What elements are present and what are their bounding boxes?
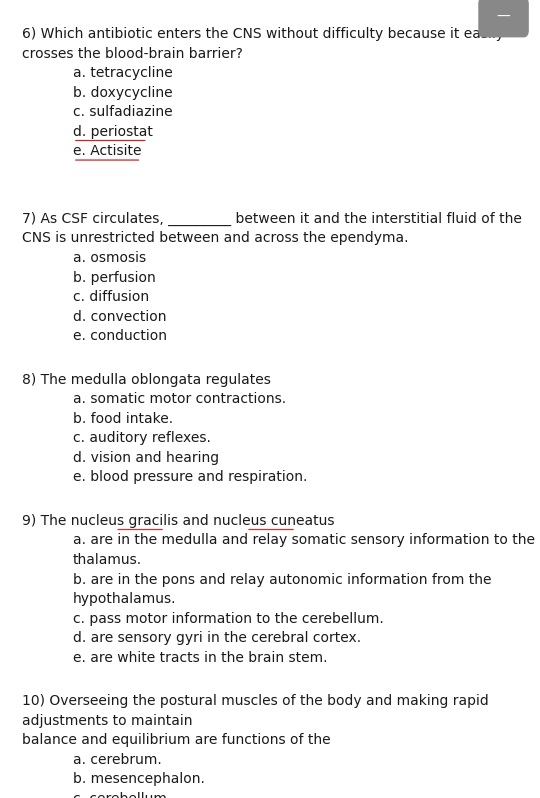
- Text: CNS is unrestricted between and across the ependyma.: CNS is unrestricted between and across t…: [22, 231, 408, 246]
- Text: 10) Overseeing the postural muscles of the body and making rapid: 10) Overseeing the postural muscles of t…: [22, 694, 488, 709]
- Text: d. convection: d. convection: [73, 310, 166, 324]
- Text: c. pass motor information to the cerebellum.: c. pass motor information to the cerebel…: [73, 611, 383, 626]
- Text: a. are in the medulla and relay somatic sensory information to the: a. are in the medulla and relay somatic …: [73, 533, 535, 547]
- Text: b. mesencephalon.: b. mesencephalon.: [73, 772, 205, 787]
- Text: c. cerebellum.: c. cerebellum.: [73, 792, 171, 798]
- Text: a. osmosis: a. osmosis: [73, 251, 146, 265]
- Text: b. are in the pons and relay autonomic information from the: b. are in the pons and relay autonomic i…: [73, 572, 491, 587]
- Text: adjustments to maintain: adjustments to maintain: [22, 713, 192, 728]
- Text: d. periostat: d. periostat: [73, 124, 153, 139]
- Text: 8) The medulla oblongata regulates: 8) The medulla oblongata regulates: [22, 373, 271, 387]
- Text: a. somatic motor contractions.: a. somatic motor contractions.: [73, 392, 286, 406]
- Text: e. conduction: e. conduction: [73, 329, 167, 343]
- Text: e. are white tracts in the brain stem.: e. are white tracts in the brain stem.: [73, 650, 327, 665]
- Text: a. tetracycline: a. tetracycline: [73, 66, 173, 81]
- Text: crosses the blood-brain barrier?: crosses the blood-brain barrier?: [22, 46, 242, 61]
- Text: —: —: [497, 10, 510, 24]
- Text: c. diffusion: c. diffusion: [73, 290, 149, 304]
- Text: c. sulfadiazine: c. sulfadiazine: [73, 105, 172, 120]
- Text: a. cerebrum.: a. cerebrum.: [73, 753, 161, 767]
- Text: d. are sensory gyri in the cerebral cortex.: d. are sensory gyri in the cerebral cort…: [73, 631, 361, 646]
- Text: balance and equilibrium are functions of the: balance and equilibrium are functions of…: [22, 733, 330, 748]
- Text: e. Actisite: e. Actisite: [73, 144, 141, 159]
- Text: b. food intake.: b. food intake.: [73, 412, 173, 426]
- Text: 7) As CSF circulates, _________ between it and the interstitial fluid of the: 7) As CSF circulates, _________ between …: [22, 211, 522, 226]
- Text: thalamus.: thalamus.: [73, 553, 142, 567]
- Text: e. blood pressure and respiration.: e. blood pressure and respiration.: [73, 470, 307, 484]
- Text: c. auditory reflexes.: c. auditory reflexes.: [73, 431, 211, 445]
- Text: 9) The nucleus gracilis and nucleus cuneatus: 9) The nucleus gracilis and nucleus cune…: [22, 514, 334, 528]
- Text: hypothalamus.: hypothalamus.: [73, 592, 177, 606]
- Text: b. perfusion: b. perfusion: [73, 271, 156, 285]
- Text: d. vision and hearing: d. vision and hearing: [73, 451, 219, 465]
- Text: b. doxycycline: b. doxycycline: [73, 86, 172, 100]
- Text: 6) Which antibiotic enters the CNS without difficulty because it easily: 6) Which antibiotic enters the CNS witho…: [22, 27, 504, 41]
- FancyBboxPatch shape: [479, 0, 528, 37]
